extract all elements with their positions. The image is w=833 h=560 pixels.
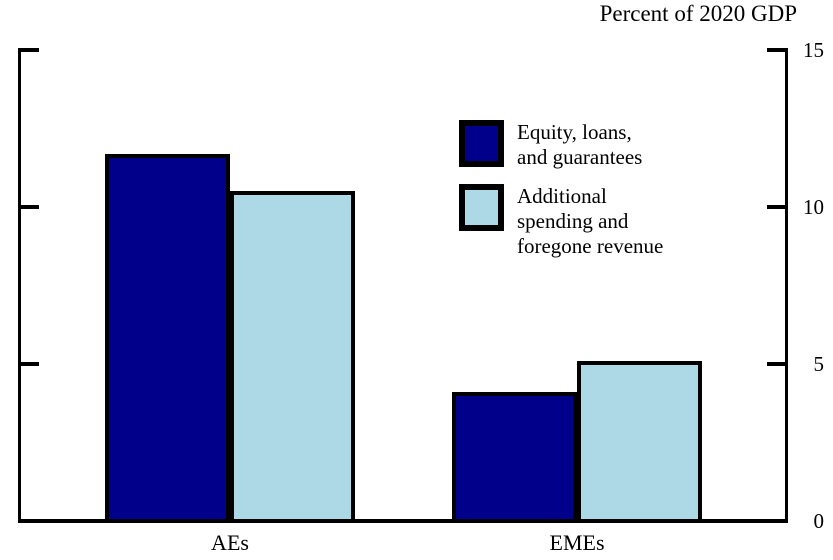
legend-swatch-1 [459,120,504,167]
left-tick-5 [18,362,39,366]
bar-emes-series1 [452,392,577,523]
y-tick-label-5: 5 [813,352,825,376]
left-tick-10 [18,205,39,209]
y-axis-left-line [18,48,21,523]
x-axis-line [18,519,788,523]
y-tick-label-0: 0 [813,509,825,533]
chart-title: Percent of 2020 GDP [599,1,797,26]
legend-label-2: Additional spending and foregone revenue [517,184,664,258]
bar-aes-series1 [105,153,230,523]
left-tick-15 [18,48,39,52]
legend-label-1: Equity, loans, and guarantees [517,120,643,169]
bar-aes-series2 [230,191,355,523]
right-tick-15 [767,48,788,52]
category-label-emes: EMEs [549,530,605,555]
y-tick-label-10: 10 [803,195,824,219]
legend-swatch-2 [459,184,504,231]
legend-item-1: Equity, loans, and guarantees [459,120,663,170]
y-tick-label-15: 15 [803,38,824,62]
bar-emes-series2 [577,360,702,523]
right-tick-10 [767,205,788,209]
legend-item-2: Additional spending and foregone revenue [459,184,663,259]
right-tick-5 [767,362,788,366]
legend: Equity, loans, and guarantees Additional … [459,120,663,259]
y-axis-right-line [785,48,788,523]
category-label-aes: AEs [211,530,249,555]
